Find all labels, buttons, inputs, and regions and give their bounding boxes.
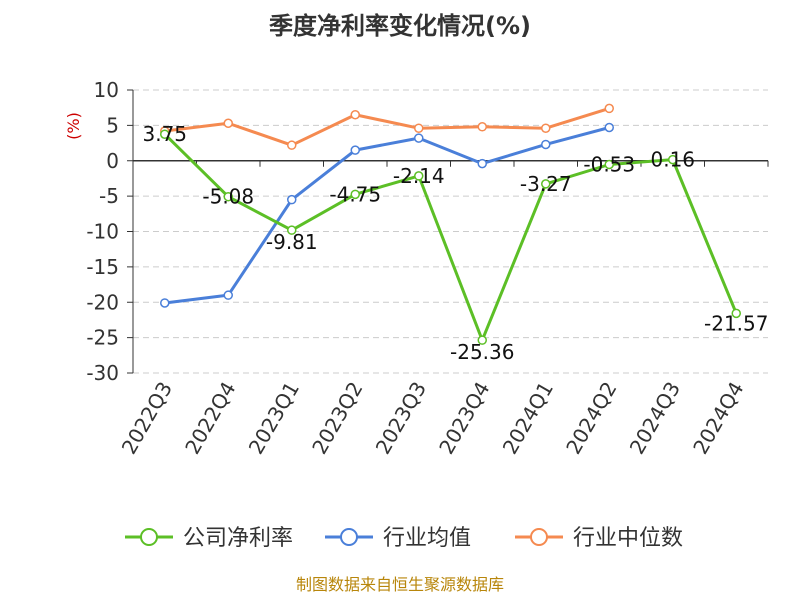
data-point	[414, 123, 424, 133]
legend-swatch-marker	[140, 528, 158, 546]
data-point	[604, 103, 614, 114]
x-tick-label: 2024Q3	[625, 378, 685, 459]
x-tick-label: 2022Q3	[117, 378, 177, 459]
x-tick-label: 2023Q4	[434, 378, 494, 459]
data-point	[350, 189, 360, 200]
data-point	[604, 122, 614, 133]
data-point	[414, 133, 424, 143]
data-point	[541, 139, 551, 150]
series-lines	[160, 103, 741, 345]
data-point	[477, 122, 487, 132]
data-point	[541, 179, 551, 189]
x-tick-label: 2024Q2	[561, 378, 621, 459]
data-label: -21.57	[704, 311, 768, 335]
y-tick-label: 5	[106, 113, 119, 137]
y-tick-label: -15	[86, 255, 119, 279]
data-point	[414, 171, 424, 181]
legend-label: 行业中位数	[573, 526, 683, 551]
series-line-0	[163, 133, 738, 342]
data-point	[541, 123, 551, 133]
y-tick-label: -25	[86, 326, 119, 350]
legend-swatch-marker	[340, 528, 358, 546]
y-tick-label: 0	[106, 149, 119, 173]
data-point	[668, 154, 678, 165]
legend-label: 公司净利率	[183, 526, 293, 551]
x-tick-label: 2022Q4	[180, 378, 240, 459]
y-tick-label: 10	[94, 78, 119, 102]
y-axis-unit: (%)	[64, 112, 83, 140]
data-point	[477, 158, 487, 169]
data-point	[350, 145, 360, 155]
data-label: -0.53	[583, 152, 635, 176]
y-tick-label: -10	[86, 220, 119, 244]
data-point	[160, 129, 170, 139]
data-label: 3.75	[142, 122, 187, 146]
series-line-1	[164, 126, 610, 305]
data-label: -5.08	[202, 185, 254, 209]
legend: 公司净利率 行业均值 行业中位数	[125, 526, 683, 551]
y-tick-label: -30	[86, 361, 119, 385]
data-point	[731, 308, 741, 319]
data-point	[287, 140, 297, 150]
data-label: 0.16	[650, 148, 695, 172]
data-point	[160, 298, 170, 308]
chart-title: 季度净利率变化情况(%)	[269, 12, 531, 40]
legend-swatch-marker	[530, 528, 548, 546]
data-label: -25.36	[450, 340, 514, 364]
y-tick-label: -5	[99, 184, 119, 208]
data-label: -4.75	[329, 182, 381, 206]
data-point	[223, 191, 233, 202]
data-point	[604, 159, 614, 170]
data-point	[287, 194, 297, 205]
grid	[133, 89, 768, 374]
x-tick-label: 2023Q3	[371, 378, 431, 459]
data-point	[223, 118, 233, 129]
series-line-2	[164, 106, 610, 147]
source-note: 制图数据来自恒生聚源数据库	[296, 575, 504, 594]
data-point	[350, 110, 360, 120]
x-tick-label: 2023Q1	[244, 378, 304, 459]
data-label: -2.14	[393, 164, 445, 188]
x-tick-label: 2024Q1	[498, 378, 558, 459]
x-tick-label: 2023Q2	[307, 378, 367, 459]
data-point	[223, 290, 233, 300]
data-label: -9.81	[266, 230, 318, 254]
legend-label: 行业均值	[383, 526, 471, 551]
data-label: -3.27	[520, 172, 572, 196]
data-point	[477, 335, 487, 345]
data-point	[287, 225, 297, 235]
y-tick-label: -20	[86, 290, 119, 314]
x-tick-label: 2024Q4	[688, 378, 748, 459]
data-labels: 3.75 -5.08 -9.81 -4.75 -2.14 -25.36 -3.27 -0.53…	[142, 122, 768, 364]
